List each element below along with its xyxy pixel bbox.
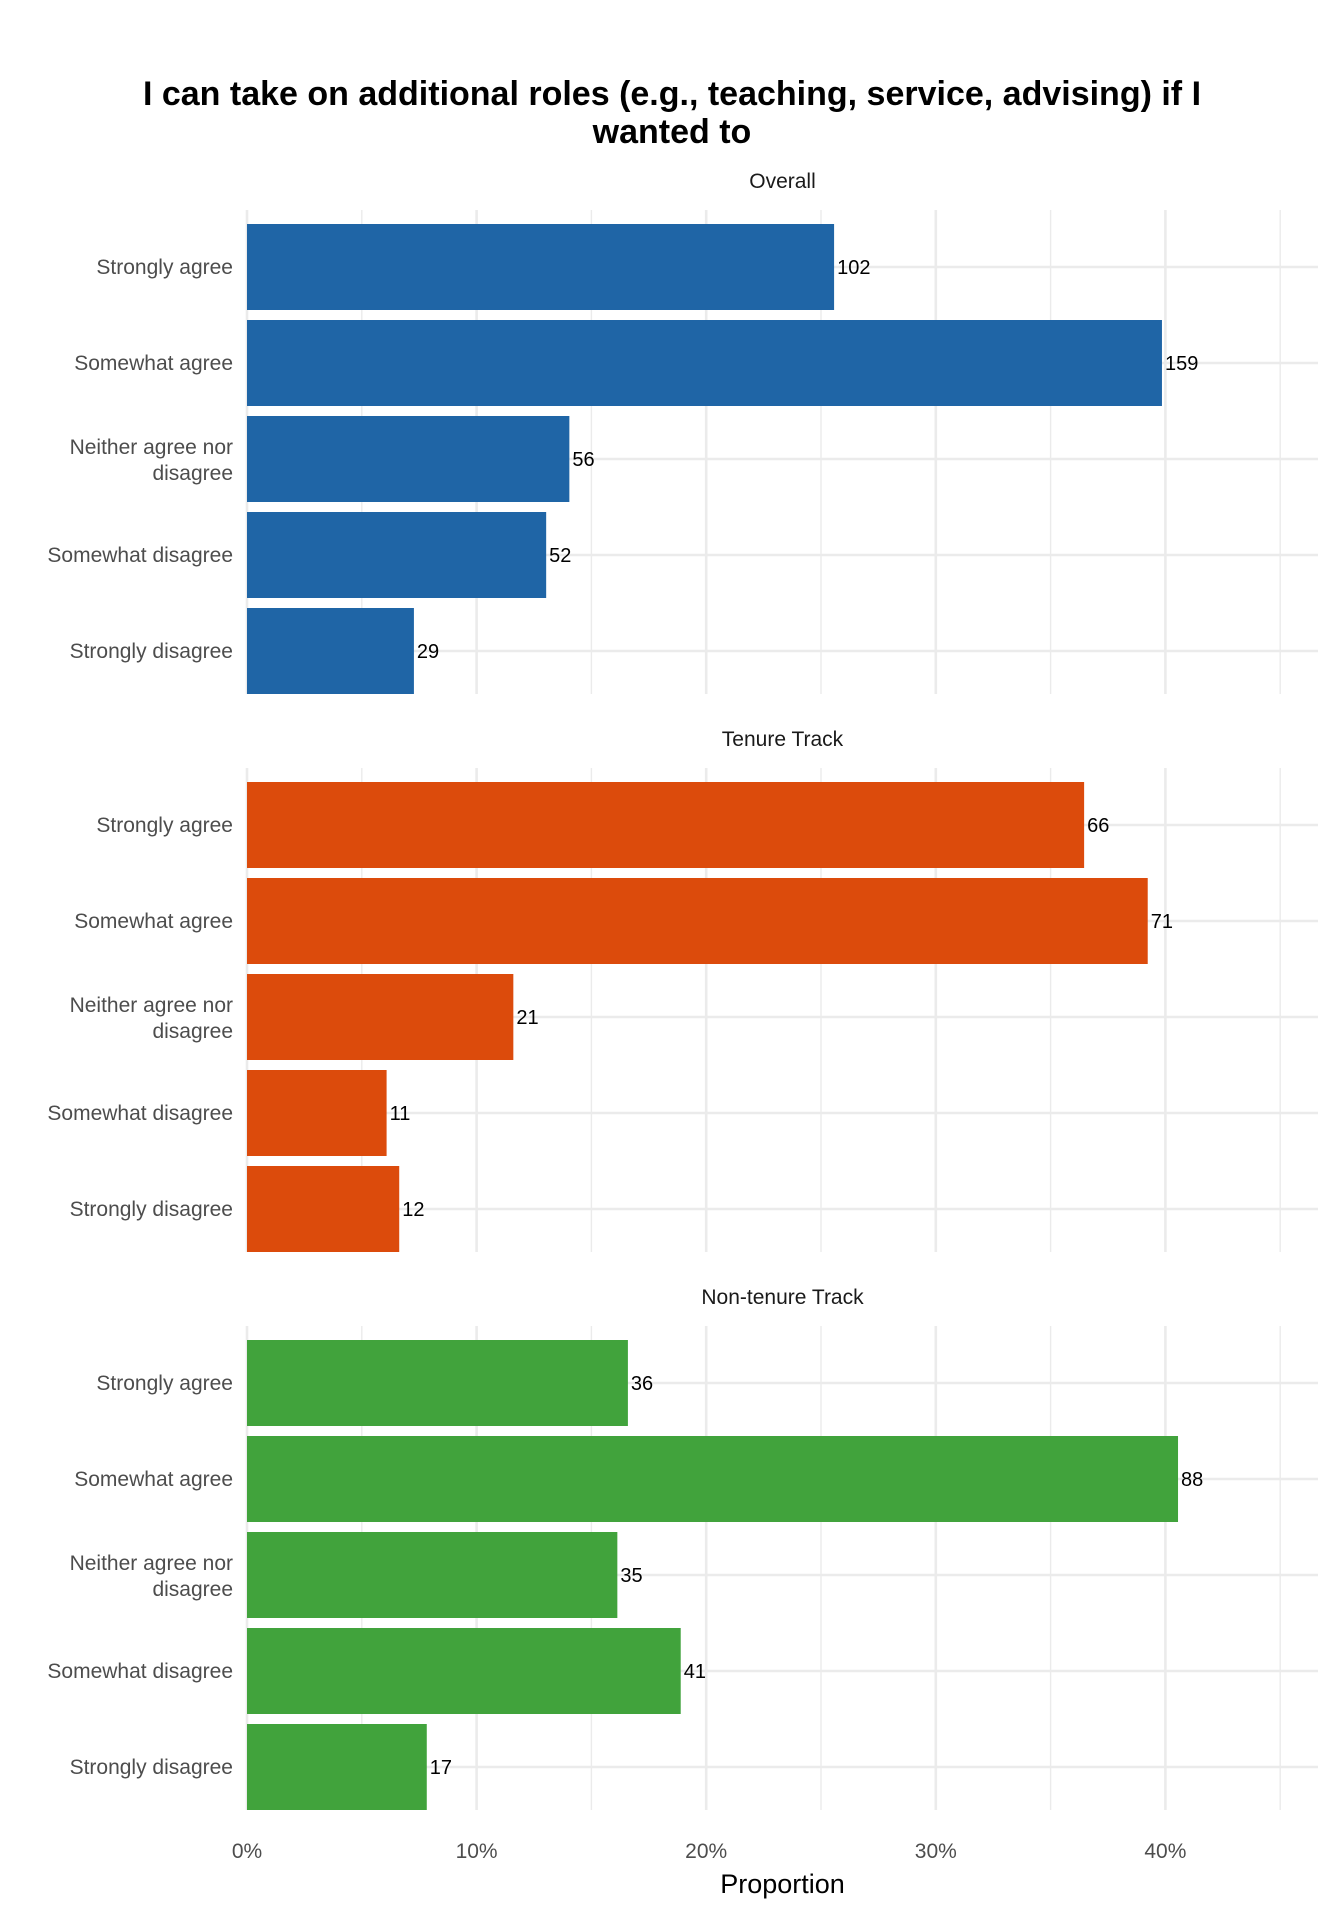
x-axis-label: Proportion <box>720 1869 845 1899</box>
panel-strip-title: Overall <box>749 170 816 193</box>
y-tick-label: Neither agree nor <box>70 1552 233 1575</box>
bar <box>247 608 414 694</box>
bar-data-label: 88 <box>1181 1469 1203 1491</box>
y-tick-label: disagree <box>152 1578 233 1601</box>
y-tick-label: Neither agree nor <box>70 994 233 1017</box>
x-tick-label: 10% <box>456 1840 498 1863</box>
y-tick-label: disagree <box>152 462 233 485</box>
panel-strip-title: Non-tenure Track <box>701 1286 864 1309</box>
x-tick-label: 20% <box>685 1840 727 1863</box>
chart-title-line: wanted to <box>592 113 752 151</box>
y-tick-label: Strongly disagree <box>70 1756 233 1779</box>
bar <box>247 224 835 310</box>
bar-data-label: 11 <box>390 1103 411 1125</box>
panel-strip-title: Tenure Track <box>722 728 844 751</box>
x-tick-label: 30% <box>915 1840 957 1863</box>
bar <box>247 782 1085 868</box>
bar-data-label: 12 <box>402 1199 424 1221</box>
bar <box>247 974 514 1060</box>
bar-data-label: 159 <box>1165 353 1198 375</box>
y-tick-label: Somewhat agree <box>74 1468 233 1491</box>
bar <box>247 1724 427 1810</box>
y-tick-label: Strongly agree <box>96 256 233 279</box>
y-tick-label: Strongly disagree <box>70 640 233 663</box>
bar-data-label: 71 <box>1151 911 1173 933</box>
y-tick-label: disagree <box>152 1020 233 1043</box>
y-tick-label: Somewhat disagree <box>47 1102 233 1125</box>
bar-data-label: 52 <box>549 545 571 567</box>
x-tick-label: 40% <box>1144 1840 1186 1863</box>
bar-data-label: 36 <box>631 1373 653 1395</box>
bar-data-label: 21 <box>516 1007 538 1029</box>
bar-data-label: 35 <box>620 1565 642 1587</box>
bar-data-label: 17 <box>430 1757 452 1779</box>
y-tick-label: Strongly agree <box>96 1372 233 1395</box>
bar <box>247 1628 681 1714</box>
y-tick-label: Somewhat agree <box>74 910 233 933</box>
y-tick-label: Somewhat disagree <box>47 544 233 567</box>
bar <box>247 1166 400 1252</box>
bar-data-label: 102 <box>837 257 870 279</box>
bar-data-label: 29 <box>417 641 439 663</box>
bar <box>247 320 1162 406</box>
y-tick-label: Somewhat disagree <box>47 1660 233 1683</box>
bar <box>247 1340 628 1426</box>
y-tick-label: Strongly agree <box>96 814 233 837</box>
bar <box>247 1532 618 1618</box>
x-tick-label: 0% <box>232 1840 262 1863</box>
bar <box>247 416 570 502</box>
y-tick-label: Somewhat agree <box>74 352 233 375</box>
y-tick-label: Strongly disagree <box>70 1198 233 1221</box>
y-tick-label: Neither agree nor <box>70 436 233 459</box>
bar-data-label: 66 <box>1087 815 1109 837</box>
chart-title-line: I can take on additional roles (e.g., te… <box>143 75 1201 113</box>
bar <box>247 1436 1179 1522</box>
bar-data-label: 41 <box>684 1661 706 1683</box>
bar <box>247 878 1148 964</box>
bar <box>247 1070 387 1156</box>
bar-data-label: 56 <box>572 449 594 471</box>
bar <box>247 512 547 598</box>
